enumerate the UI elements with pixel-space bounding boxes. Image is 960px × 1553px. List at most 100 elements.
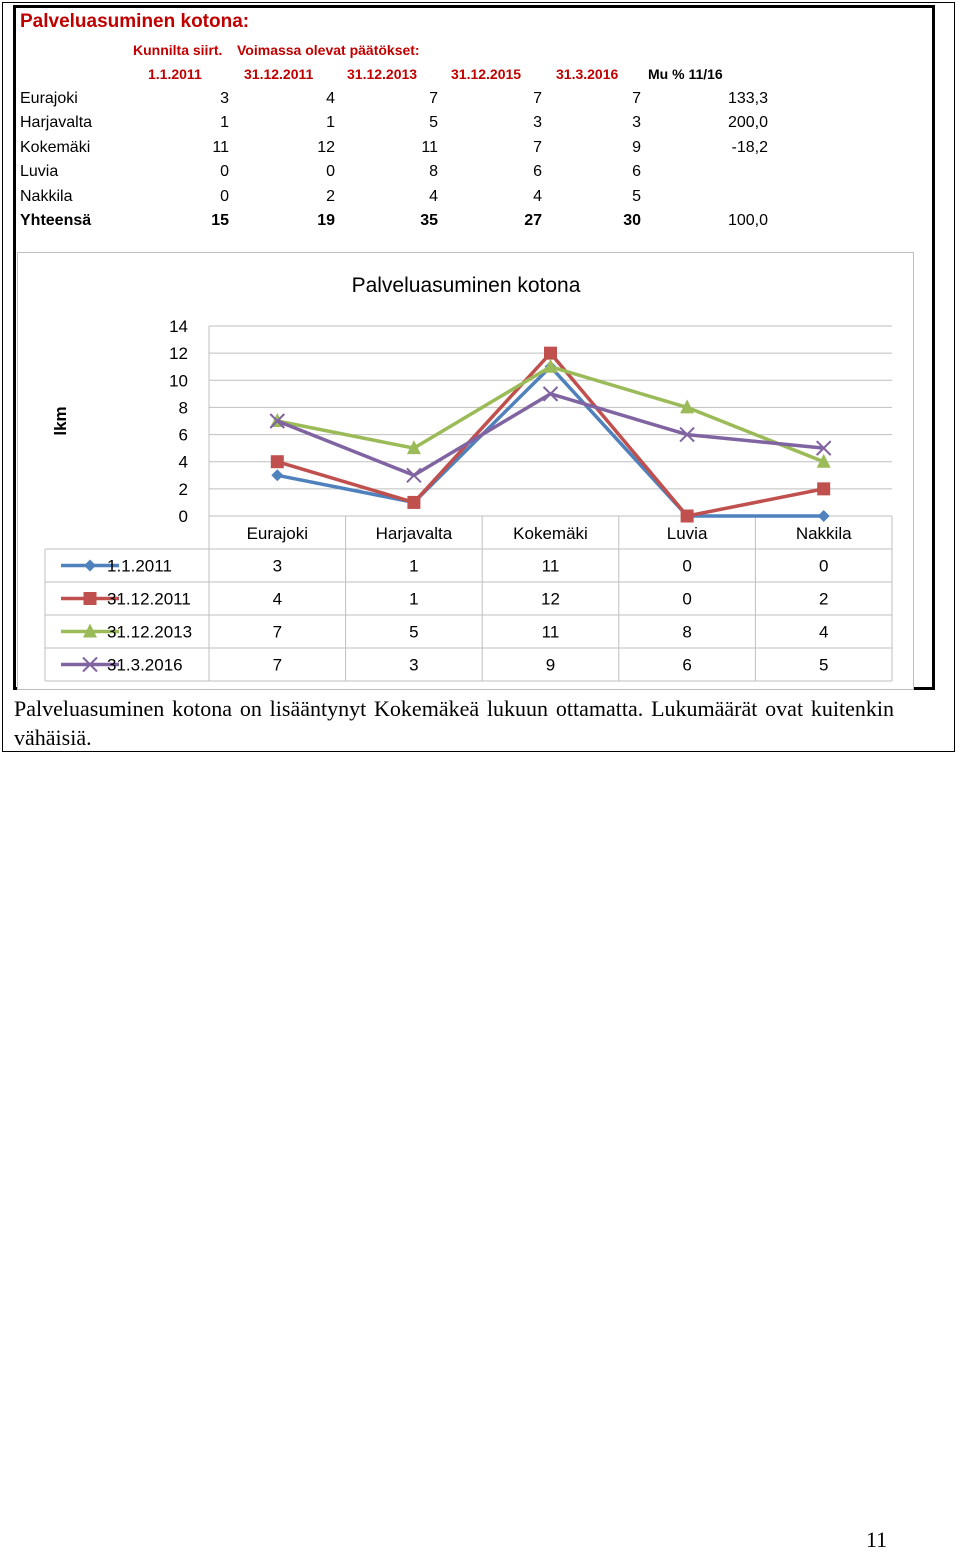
total-row-label: Yhteensä [20, 212, 92, 229]
data-point-square [270, 455, 284, 469]
table-cell: 6 [632, 163, 641, 181]
header-date-1: 1.1.2011 [148, 66, 202, 82]
data-table-value: 6 [682, 656, 691, 675]
data-table-value: 5 [819, 656, 828, 675]
total-cell: 35 [420, 212, 438, 229]
table-cell: 3 [220, 90, 229, 107]
legend-series-name: 31.3.2016 [107, 656, 183, 675]
table-row-label: Eurajoki [20, 90, 78, 107]
series-line [276, 364, 825, 464]
category-label: Harjavalta [376, 524, 453, 543]
data-table-value: 11 [542, 623, 560, 642]
table-cell: 2 [326, 187, 335, 205]
table-cell: 133,3 [727, 90, 768, 107]
table-cell: 8 [429, 163, 438, 181]
data-table-value: 7 [273, 623, 282, 642]
table-cell: 1 [326, 114, 335, 132]
data-table-value: 0 [682, 557, 691, 576]
table-row-label: Luvia [20, 163, 59, 181]
data-point-triangle [680, 399, 695, 414]
data-table-value: 3 [409, 656, 418, 675]
y-tick-label: 14 [169, 317, 188, 336]
y-tick-label: 2 [179, 480, 188, 499]
y-tick-label: 6 [179, 426, 188, 445]
table-cell: 7 [533, 138, 542, 156]
table-cell: 0 [326, 163, 335, 181]
category-label: Luvia [667, 524, 708, 543]
table-cell: 4 [326, 90, 335, 107]
data-table-value: 4 [819, 623, 828, 642]
table-title: Palveluasuminen kotona: [20, 11, 250, 32]
data-table-value: 2 [819, 590, 828, 609]
total-cell: 30 [623, 212, 641, 229]
legend-series-name: 1.1.2011 [107, 557, 172, 576]
data-table-value: 3 [273, 557, 282, 576]
data-point-square [407, 495, 421, 509]
table-cell: 11 [421, 138, 438, 156]
data-table-value: 0 [682, 590, 691, 609]
data-point-triangle [543, 358, 558, 373]
data-table-value: 8 [682, 623, 691, 642]
line-chart: Palveluasuminen kotonalkm02468101214Eura… [44, 274, 893, 682]
category-label: Kokemäki [513, 524, 588, 543]
chart-title: Palveluasuminen kotona [352, 274, 581, 297]
header-change-pct: Mu % 11/16 [648, 66, 723, 82]
header-date-5: 31.3.2016 [556, 66, 619, 82]
table-row-label: Nakkila [20, 187, 73, 205]
data-point-diamond [817, 510, 830, 522]
table-cell: 11 [212, 138, 229, 156]
data-point-x [406, 467, 422, 483]
data-table-value: 0 [819, 557, 828, 576]
page-number: 11 [866, 1527, 888, 1552]
table-cell: 200,0 [727, 114, 768, 132]
table-cell: 0 [220, 187, 229, 205]
data-point-square [83, 592, 97, 605]
table-cell: 12 [317, 138, 335, 156]
table-cell: 3 [533, 114, 542, 132]
y-tick-label: 4 [179, 453, 188, 472]
table-cell: 1 [220, 114, 229, 132]
data-table-value: 1 [409, 557, 418, 576]
data-point-x [82, 656, 98, 673]
category-label: Eurajoki [247, 524, 308, 543]
table-cell: 9 [632, 138, 641, 156]
total-cell: 100,0 [727, 212, 768, 229]
data-point-x [679, 426, 695, 443]
table-cell: 7 [429, 90, 438, 107]
header-date-4: 31.12.2015 [451, 66, 522, 82]
data-table-value: 5 [409, 623, 418, 642]
data-point-triangle [83, 623, 97, 638]
y-axis-label: lkm [51, 406, 70, 435]
table-row-label: Harjavalta [20, 114, 93, 132]
header-valid-decisions: Voimassa olevat päätökset: [237, 42, 420, 58]
data-point-diamond [271, 469, 284, 482]
data-table-value: 4 [273, 590, 282, 609]
legend-series-name: 31.12.2011 [107, 590, 191, 609]
table-cell: 4 [533, 187, 542, 205]
table-cell: 3 [632, 114, 641, 132]
header-date-2: 31.12.2011 [244, 66, 314, 82]
table-cell: -18,2 [731, 138, 768, 156]
table-cell: 6 [533, 163, 542, 181]
data-table-value: 1 [409, 590, 418, 609]
y-tick-label: 0 [179, 507, 188, 526]
page-frame [2, 2, 955, 752]
total-cell: 19 [317, 212, 335, 229]
data-point-triangle [816, 453, 831, 468]
table-cell: 7 [632, 90, 641, 107]
y-tick-label: 8 [179, 398, 188, 417]
data-point-square [680, 509, 694, 523]
caption-paragraph: Palveluasuminen kotona on lisääntynyt Ko… [14, 696, 894, 750]
data-point-diamond [84, 559, 96, 572]
data-table-value: 9 [546, 656, 555, 675]
y-tick-label: 10 [169, 371, 188, 390]
table-cell: 5 [429, 114, 438, 132]
data-table-value: 7 [273, 656, 282, 675]
category-label: Nakkila [796, 524, 852, 543]
data-table-value: 11 [542, 557, 560, 576]
data-point-square [544, 346, 557, 360]
table-cell: 7 [533, 90, 542, 107]
table-cell: 0 [220, 163, 229, 181]
table-cell: 4 [429, 187, 438, 205]
data-point-square [817, 482, 831, 496]
